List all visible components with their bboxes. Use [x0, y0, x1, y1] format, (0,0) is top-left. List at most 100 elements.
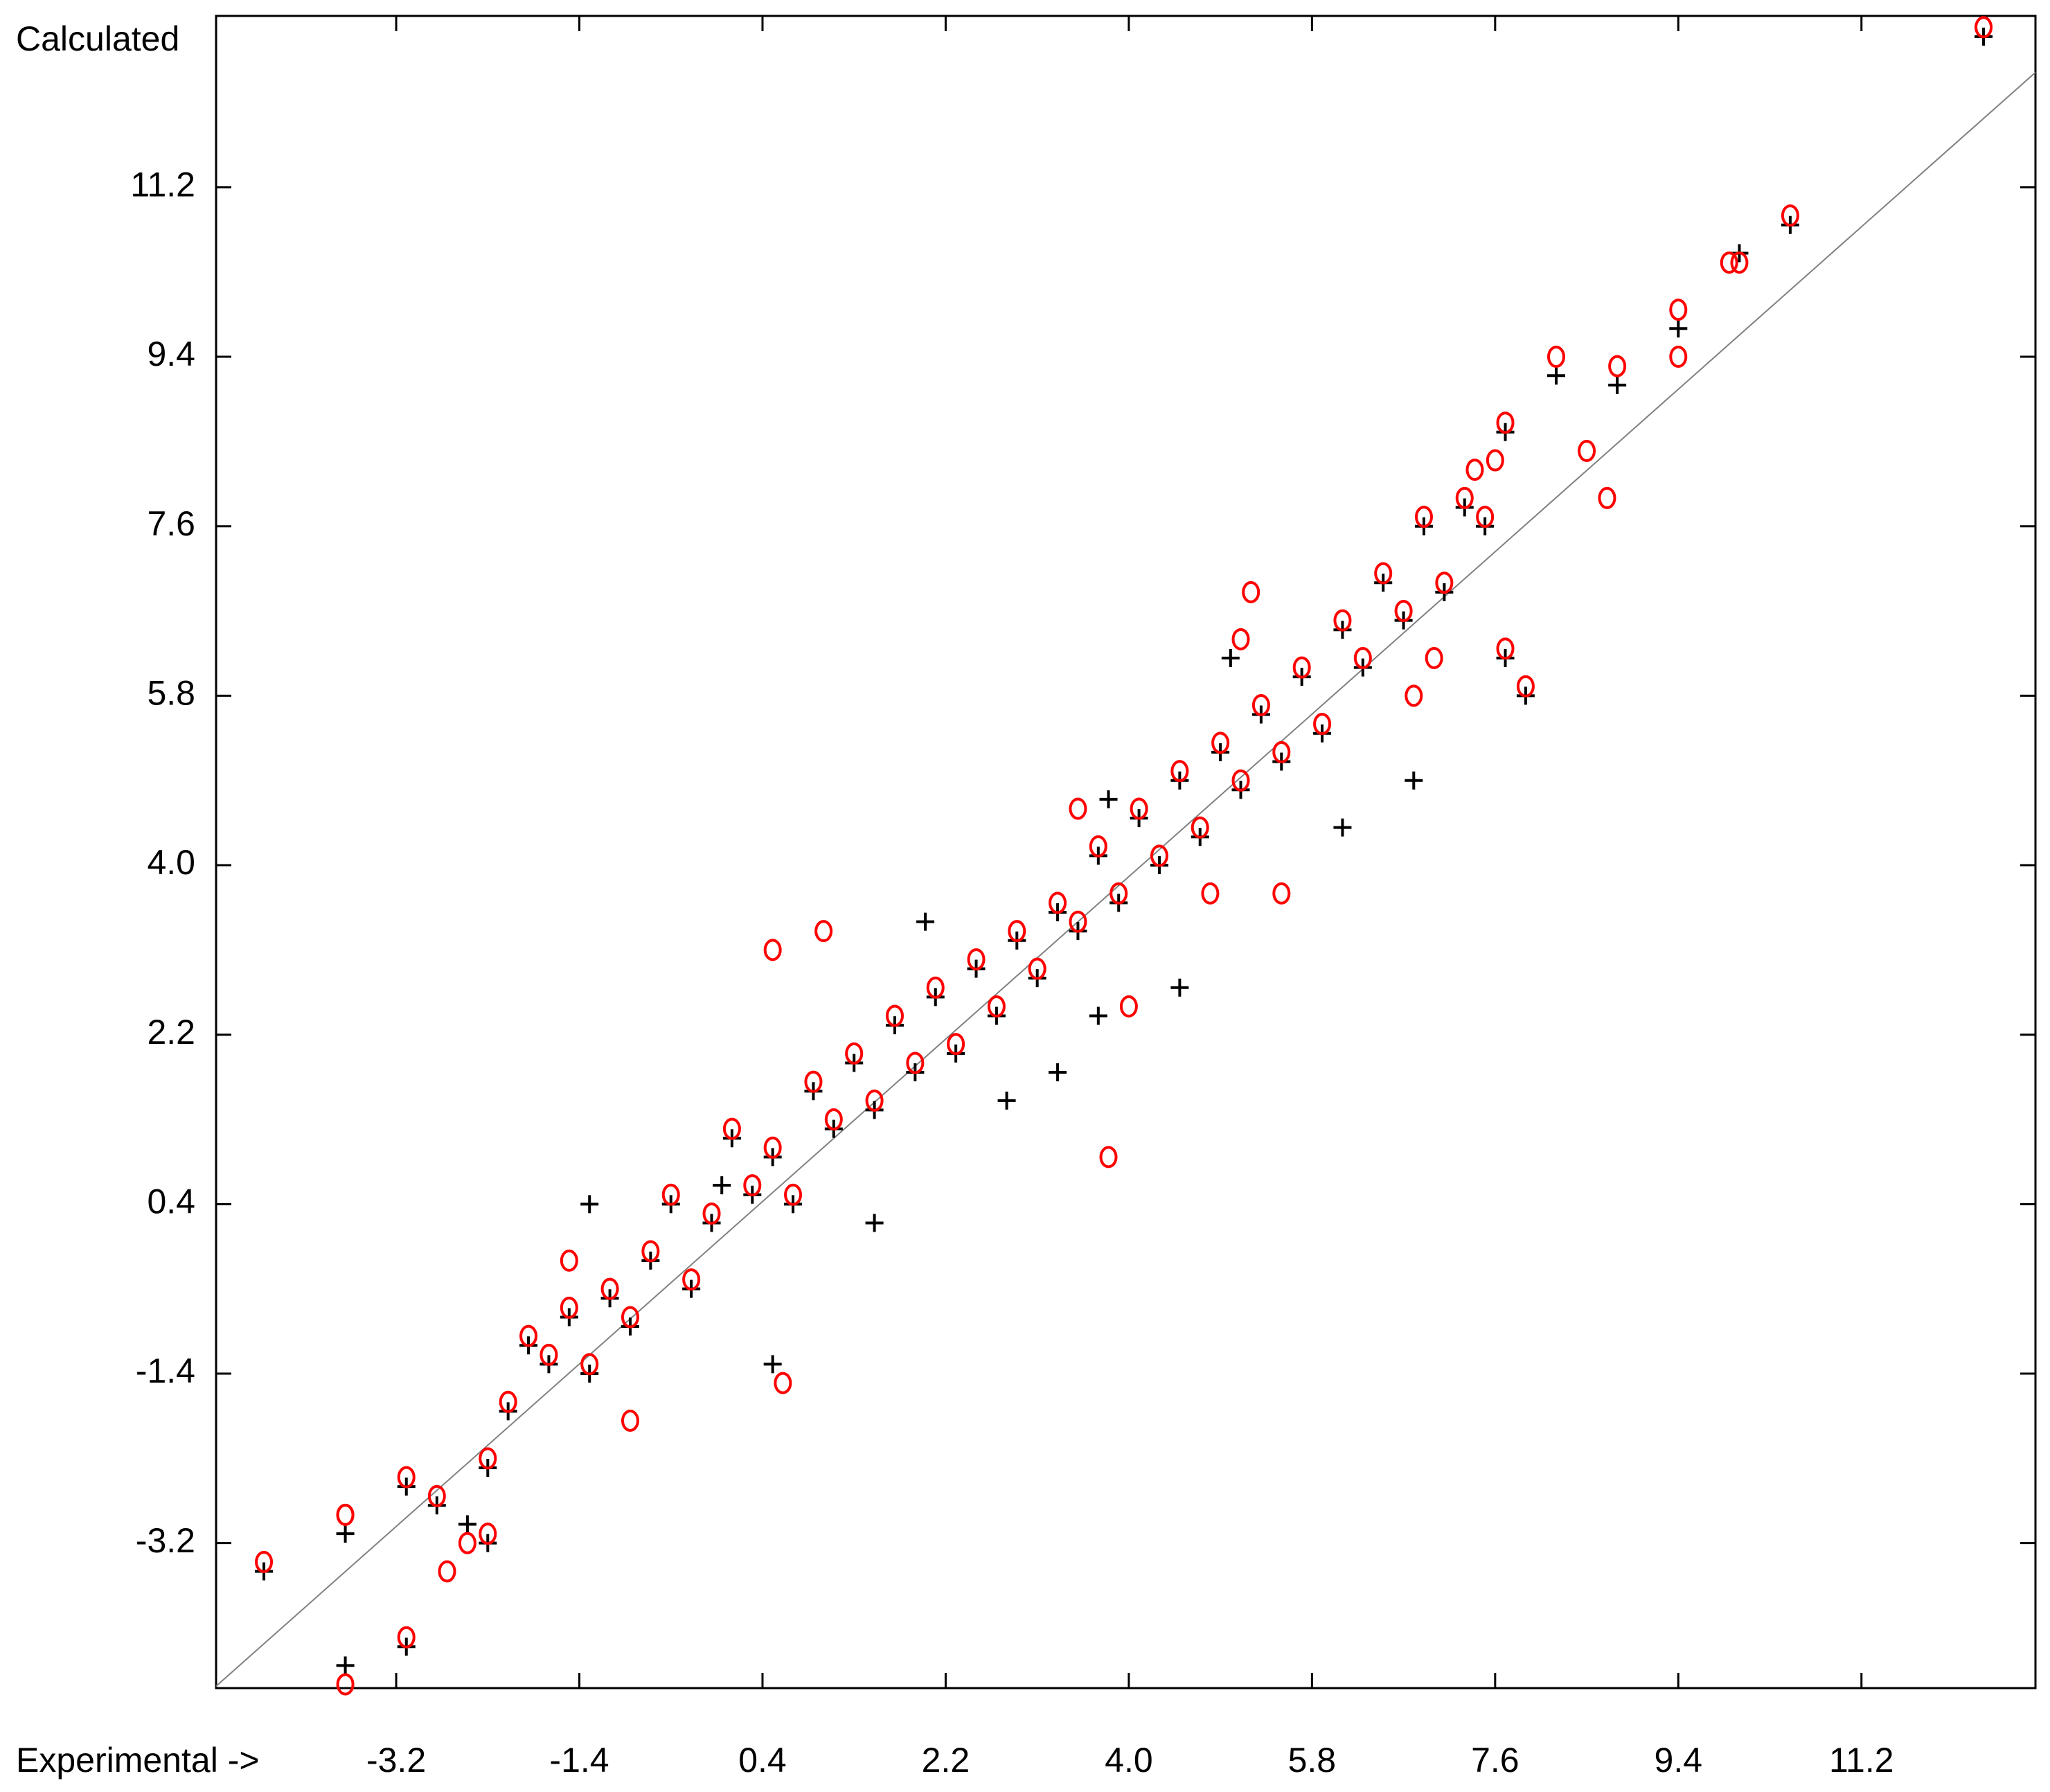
circle-marker	[967, 948, 986, 970]
circle-marker	[1272, 740, 1291, 763]
circle-marker	[255, 1550, 274, 1573]
y-tick-label: 2.2	[147, 1013, 195, 1052]
plus-marker	[1333, 818, 1352, 837]
plus-marker	[1049, 1063, 1067, 1082]
circle-marker	[479, 1523, 497, 1545]
circle-marker	[682, 1268, 701, 1291]
plus-marker	[916, 912, 935, 931]
circle-marker	[1455, 486, 1474, 509]
circle-marker	[560, 1296, 578, 1319]
plus-marker	[713, 1176, 731, 1195]
plus-marker	[865, 1214, 884, 1232]
plus-marker	[1669, 319, 1688, 338]
circle-marker	[1435, 571, 1454, 594]
circle-marker	[1119, 995, 1138, 1018]
circle-marker	[774, 1372, 792, 1394]
x-tick-label: 5.8	[1288, 1741, 1337, 1780]
circle-marker	[397, 1626, 416, 1649]
circle-marker	[1669, 346, 1688, 369]
circle-marker	[1099, 1146, 1118, 1169]
circle-marker	[824, 1108, 843, 1131]
circle-marker	[621, 1409, 639, 1432]
circle-marker	[1578, 439, 1596, 462]
plus-marker	[763, 1355, 782, 1374]
circle-marker	[1008, 920, 1026, 943]
y-tick-label: 4.0	[147, 843, 195, 882]
circle-marker	[1414, 506, 1433, 529]
circle-marker	[1191, 816, 1209, 839]
circle-marker	[1975, 16, 1993, 39]
plus-marker	[336, 1525, 355, 1543]
circle-marker	[397, 1466, 416, 1489]
circle-marker	[1130, 797, 1148, 820]
circle-marker	[1516, 675, 1535, 698]
circle-marker	[479, 1447, 497, 1470]
plot-frame	[215, 15, 2037, 1689]
circle-marker	[1598, 486, 1616, 509]
circle-marker	[1333, 609, 1352, 632]
x-tick-label: -3.2	[366, 1741, 426, 1780]
y-tick-label: 11.2	[130, 166, 195, 204]
circle-marker	[540, 1343, 558, 1366]
circle-marker	[763, 939, 782, 961]
circle-marker	[1394, 600, 1413, 623]
circle-marker	[641, 1240, 660, 1263]
y-tick-label: 0.4	[147, 1182, 195, 1221]
circle-marker	[1608, 355, 1627, 378]
circle-marker	[804, 1070, 823, 1093]
y-tick-label: -3.2	[136, 1521, 195, 1560]
circle-marker	[1425, 646, 1443, 669]
circle-marker	[621, 1306, 639, 1329]
plus-marker	[580, 1195, 599, 1214]
circle-marker	[1201, 882, 1220, 905]
circle-marker	[1720, 251, 1738, 274]
circle-marker	[1730, 251, 1749, 274]
y-tick-label: 9.4	[147, 335, 195, 373]
circle-marker	[845, 1042, 864, 1065]
reference-line	[215, 71, 2036, 1687]
circle-marker	[763, 1136, 782, 1159]
y-tick-label: 7.6	[147, 504, 195, 543]
circle-marker	[580, 1353, 599, 1376]
circle-marker	[1069, 797, 1087, 820]
circle-marker	[702, 1202, 721, 1225]
circle-marker	[458, 1532, 476, 1554]
x-axis-label: Experimental ->	[16, 1741, 260, 1780]
circle-marker	[438, 1560, 456, 1583]
x-tick-label: -1.4	[549, 1741, 609, 1780]
circle-marker	[1547, 346, 1565, 369]
circle-marker	[1405, 684, 1423, 707]
y-tick-label: -1.4	[136, 1351, 195, 1390]
circle-marker	[427, 1484, 446, 1507]
circle-marker	[814, 920, 833, 943]
circle-marker	[1465, 459, 1484, 481]
plus-marker	[1608, 375, 1627, 394]
circle-marker	[519, 1324, 538, 1347]
circle-marker	[1781, 204, 1799, 227]
circle-marker	[1028, 957, 1046, 980]
circle-marker	[336, 1503, 355, 1526]
x-tick-label: 9.4	[1655, 1741, 1703, 1780]
circle-marker	[947, 1033, 965, 1056]
x-tick-label: 7.6	[1471, 1741, 1519, 1780]
circle-marker	[865, 1089, 884, 1112]
plus-marker	[1405, 771, 1423, 790]
circle-marker	[1292, 656, 1311, 679]
plus-marker	[1547, 366, 1565, 385]
circle-marker	[926, 976, 945, 999]
circle-marker	[1496, 411, 1515, 434]
plus-marker	[997, 1091, 1016, 1110]
y-tick-label: 5.8	[147, 674, 195, 713]
circle-marker	[1486, 449, 1504, 472]
circle-marker	[885, 1004, 904, 1027]
circle-marker	[336, 1673, 355, 1696]
circle-marker	[1069, 910, 1087, 933]
circle-marker	[560, 1249, 578, 1272]
plus-marker	[1089, 1006, 1107, 1025]
circle-marker	[499, 1390, 517, 1413]
circle-marker	[1251, 693, 1270, 716]
plus-marker	[1170, 978, 1189, 997]
circle-marker	[1496, 637, 1515, 660]
circle-marker	[1170, 760, 1189, 783]
